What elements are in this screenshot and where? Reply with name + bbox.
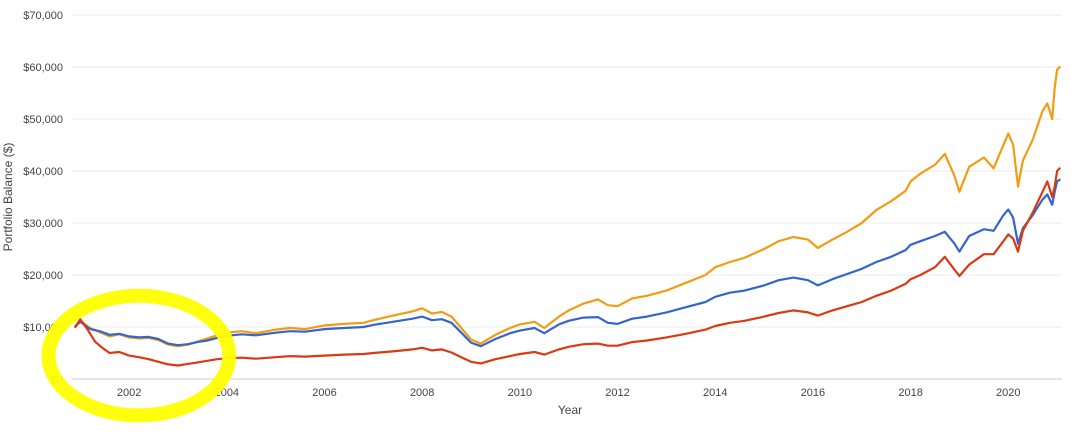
x-tick-label: 2008	[410, 387, 434, 399]
x-tick-label: 2018	[898, 387, 922, 399]
x-tick-label: 2016	[801, 387, 825, 399]
highlight-annotation	[41, 288, 237, 423]
x-tick-label: 2002	[117, 387, 141, 399]
y-tick-label: $70,000	[23, 10, 63, 22]
yellow-highlight-circle	[41, 288, 237, 423]
y-tick-label: $40,000	[23, 166, 63, 178]
x-tick-label: 2014	[703, 387, 727, 399]
x-tick-label: 2006	[312, 387, 336, 399]
series-line-2	[74, 178, 1061, 348]
series-line-1	[74, 65, 1061, 348]
x-tick-label: 2010	[508, 387, 532, 399]
series-line-3	[74, 167, 1061, 367]
x-tick-label: 2012	[605, 387, 629, 399]
x-axis-ticks: 2002 2004 2006 2008 2010 2012 2014 2016 2018 2020	[117, 387, 1021, 399]
y-tick-label: $60,000	[23, 62, 63, 74]
x-tick-label: 2020	[996, 387, 1020, 399]
series-lines	[74, 65, 1061, 367]
y-tick-label: $20,000	[23, 270, 63, 282]
y-tick-label: $30,000	[23, 218, 63, 230]
x-axis-title: Year	[558, 403, 582, 417]
y-tick-label: $50,000	[23, 114, 63, 126]
grid-lines	[72, 14, 1062, 380]
y-axis-title: Portfolio Balance ($)	[1, 143, 15, 252]
